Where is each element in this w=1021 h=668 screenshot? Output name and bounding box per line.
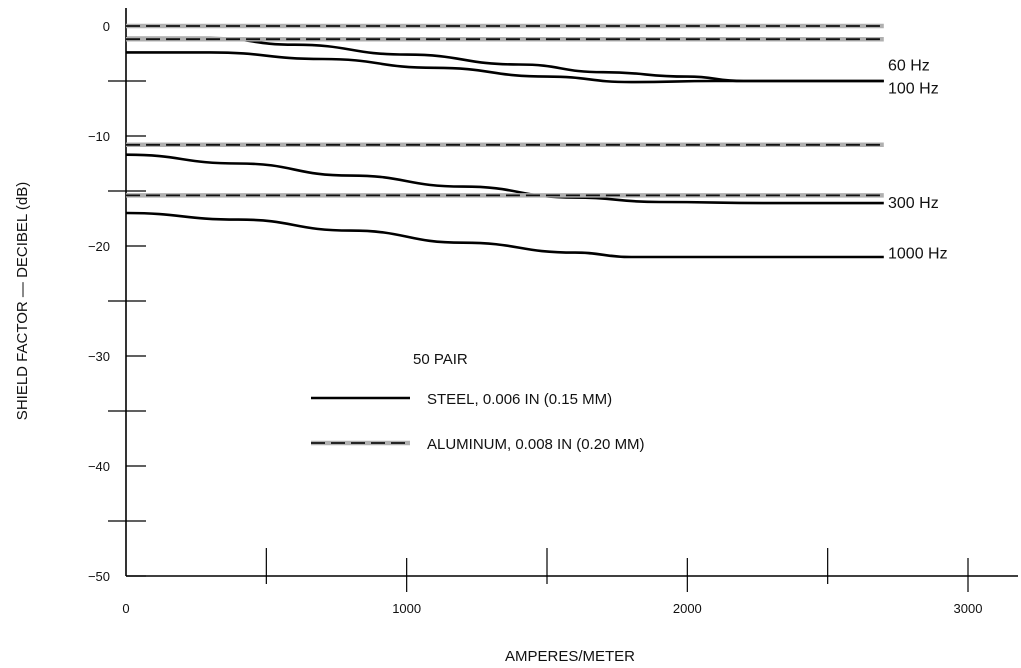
axes: 0 −10 −20 −30 −40 −50 0 1000 2000 3000 xyxy=(88,8,1018,616)
x-tick-label: 1000 xyxy=(392,601,421,616)
y-tick-label: −10 xyxy=(88,129,110,144)
x-tick-label: 0 xyxy=(122,601,129,616)
curve-label-60hz: 60 Hz xyxy=(888,58,930,75)
x-axis-title: AMPERES/METER xyxy=(505,648,635,665)
curve-label-300hz: 300 Hz xyxy=(888,195,939,212)
y-tick-label: −40 xyxy=(88,459,110,474)
x-tick-label: 3000 xyxy=(954,601,983,616)
curve-labels: 60 Hz 100 Hz 300 Hz 1000 Hz xyxy=(888,58,948,263)
legend-header: 50 PAIR xyxy=(413,351,468,368)
steel-100hz-curve xyxy=(126,51,884,84)
y-tick-label: 0 xyxy=(103,19,110,34)
legend-aluminum-label: ALUMINUM, 0.008 IN (0.20 MM) xyxy=(427,436,645,453)
steel-300hz-curve xyxy=(125,153,884,205)
legend: 50 PAIR STEEL, 0.006 IN (0.15 MM) ALUMIN… xyxy=(311,351,645,453)
x-tick-label: 2000 xyxy=(673,601,702,616)
curve-label-1000hz: 1000 Hz xyxy=(888,246,948,263)
y-tick-label: −50 xyxy=(88,569,110,584)
y-axis-title: SHIELD FACTOR — DECIBEL (dB) xyxy=(14,182,31,420)
curves xyxy=(125,23,884,259)
y-tick-label: −20 xyxy=(88,239,110,254)
steel-1000hz-curve xyxy=(125,211,884,259)
y-tick-label: −30 xyxy=(88,349,110,364)
legend-steel-label: STEEL, 0.006 IN (0.15 MM) xyxy=(427,391,612,408)
curve-label-100hz: 100 Hz xyxy=(888,81,939,98)
